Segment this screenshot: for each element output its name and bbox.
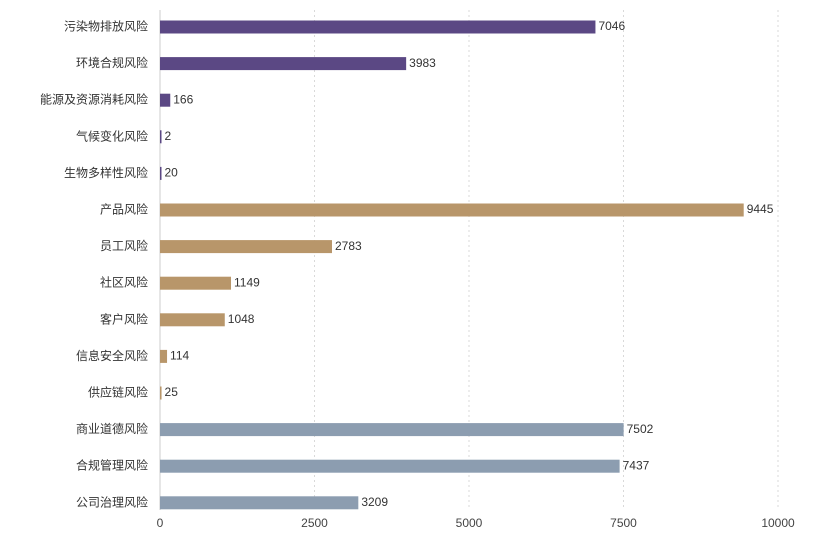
value-label: 9445	[747, 202, 774, 216]
x-tick-label-0: 0	[157, 516, 164, 530]
x-tick-label-10000: 10000	[761, 516, 795, 530]
bar-8	[160, 276, 232, 290]
category-label: 信息安全风险	[76, 348, 148, 363]
value-label: 3209	[361, 495, 388, 509]
bar-9	[160, 313, 225, 327]
bar-4	[160, 130, 162, 144]
value-label: 25	[165, 385, 179, 399]
x-tick-label-7500: 7500	[610, 516, 637, 530]
x-axis-ticks: 0 2500 5000 7500 10000	[157, 516, 795, 530]
category-label: 员工风险	[100, 238, 148, 253]
bar-3	[160, 93, 171, 107]
bar-5	[160, 166, 162, 180]
value-label: 166	[173, 92, 193, 106]
value-label: 7046	[598, 19, 625, 33]
bar-14	[160, 496, 359, 510]
category-label: 合规管理风险	[76, 458, 148, 473]
category-label: 生物多样性风险	[64, 165, 148, 180]
category-label: 气候变化风险	[76, 128, 148, 143]
labels-layer: 污染物排放风险 7046 环境合规风险 3983 能源及资源消耗风险 166 气候变化风险 2…	[40, 19, 774, 510]
bar-6	[160, 203, 744, 217]
value-label: 20	[165, 166, 179, 180]
bar-10	[160, 349, 168, 363]
value-label: 1048	[228, 312, 255, 326]
value-label: 1149	[234, 275, 260, 289]
category-label: 污染物排放风险	[64, 19, 148, 34]
category-label: 公司治理风险	[76, 494, 148, 509]
value-label: 2783	[335, 239, 362, 253]
bar-13	[160, 459, 620, 473]
category-label: 社区风险	[100, 275, 148, 290]
category-label: 商业道德风险	[76, 421, 148, 436]
category-label: 能源及资源消耗风险	[40, 92, 148, 107]
bar-12	[160, 423, 624, 437]
x-tick-label-2500: 2500	[301, 516, 328, 530]
x-tick-label-5000: 5000	[456, 516, 483, 530]
bar-7	[160, 240, 332, 254]
category-label: 产品风险	[100, 202, 148, 217]
value-label: 2	[165, 129, 172, 143]
bar-2	[160, 57, 407, 71]
bars-layer	[160, 20, 744, 510]
bar-11	[160, 386, 162, 400]
value-label: 7502	[627, 422, 654, 436]
value-label: 3983	[409, 56, 436, 70]
category-label: 供应链风险	[88, 385, 148, 400]
category-label: 环境合规风险	[76, 55, 148, 70]
value-label: 114	[170, 349, 189, 363]
category-label: 客户风险	[100, 311, 148, 326]
bar-1	[160, 20, 596, 34]
value-label: 7437	[623, 458, 650, 472]
